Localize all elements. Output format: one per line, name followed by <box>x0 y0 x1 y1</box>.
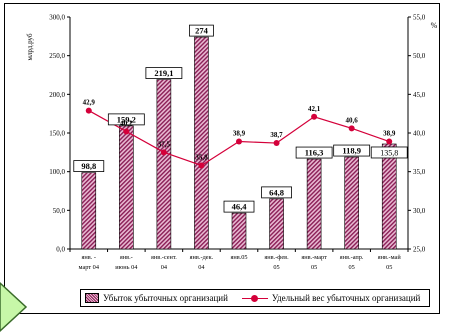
bar-data-label: 98,8 <box>81 161 96 171</box>
x-tick-label: 05 <box>386 264 392 271</box>
x-tick-label: янв.-март <box>301 254 327 261</box>
x-tick-label: июнь 04 <box>115 264 138 271</box>
legend-bar-label: Убыток убыточных организаций <box>103 293 228 303</box>
y-axis-right-label: % <box>431 21 438 30</box>
y-right-tick-label: 30,0 <box>413 207 426 215</box>
y-left-tick-label: 150,0 <box>49 130 65 138</box>
bar-data-label-box: 46,4 <box>223 200 255 213</box>
x-tick-label: 05 <box>311 264 317 271</box>
y-left-tick-label: 100,0 <box>49 168 65 176</box>
y-right-tick-label: 40,0 <box>413 130 426 138</box>
legend-line-swatch <box>241 294 268 303</box>
line-point <box>123 128 130 135</box>
bar-data-label: 46,4 <box>232 202 248 212</box>
line-point <box>311 113 318 120</box>
y-right-tick-label: 55,0 <box>413 14 426 22</box>
y-left-tick-label: 0,0 <box>56 246 65 254</box>
bar-data-label: 159,2 <box>117 114 136 124</box>
bar <box>194 36 209 250</box>
bar <box>344 156 359 250</box>
x-tick-label: 05 <box>273 264 279 271</box>
line-data-label: 38,9 <box>233 130 246 138</box>
bar-data-label-frame <box>145 67 183 79</box>
line-point <box>273 140 280 147</box>
y-right-tick-label: 50,0 <box>413 52 426 60</box>
y-left-tick-label: 300,0 <box>49 14 65 22</box>
y-right-tick-label: 35,0 <box>413 168 426 176</box>
x-tick-label: март 04 <box>79 264 100 271</box>
bar-data-label-box: 116,3 <box>295 146 333 159</box>
bar <box>269 198 284 250</box>
x-tick-label: янв.- <box>120 254 133 261</box>
line-data-label: 38,7 <box>270 131 283 139</box>
x-tick-label: янв.-фев. <box>264 254 289 261</box>
line-point <box>348 125 355 132</box>
bar-data-label: 64,8 <box>269 187 284 197</box>
line-data-label: 35,8 <box>195 153 208 161</box>
y-axis-left-label: млрд.руб <box>26 33 34 60</box>
bar-data-label-frame <box>370 146 408 159</box>
line-data-label: 37,5 <box>158 140 171 148</box>
x-tick-label: янв.05 <box>230 254 247 261</box>
x-tick-label: янв.-май <box>378 254 402 261</box>
legend-line-label: Удельный вес убыточных организаций <box>271 293 421 303</box>
line-data-label: 40,2 <box>120 119 133 127</box>
x-tick-label: янв.-дек. <box>190 254 214 261</box>
chart-frame <box>4 3 440 314</box>
bar-data-label: 118,9 <box>342 146 361 156</box>
line-point <box>386 138 393 145</box>
bar-data-label-frame <box>107 113 145 126</box>
y-left-tick-label: 250,0 <box>49 52 65 60</box>
legend-bar-swatch <box>85 293 99 303</box>
bar <box>81 172 97 250</box>
bar-data-label-box: 118,9 <box>333 144 371 157</box>
line-data-label: 38,9 <box>383 130 396 138</box>
bar-data-label: 116,3 <box>305 148 324 158</box>
x-tick-label: янв.-апр. <box>340 254 364 261</box>
y-left-tick-label: 200,0 <box>49 91 65 99</box>
bar <box>231 212 247 250</box>
bar <box>381 143 397 250</box>
bar <box>306 158 322 250</box>
bar-data-label-frame <box>189 24 214 37</box>
line-point <box>160 149 167 156</box>
bar-data-label-box: 159,2 <box>107 113 145 126</box>
legend: Убыток убыточных организаций Удельный ве… <box>80 289 430 307</box>
y-right-tick-label: 25,0 <box>413 246 426 254</box>
line-point <box>198 162 205 169</box>
x-tick-label: янв.-сент. <box>151 254 177 261</box>
line-point <box>85 107 92 114</box>
x-tick-label: 04 <box>161 264 168 271</box>
bar-data-label: 135,8 <box>380 148 398 157</box>
line-data-label: 42,1 <box>308 105 321 113</box>
bar-data-label-box: 135,8 <box>370 146 408 159</box>
line-data-label: 40,6 <box>346 116 359 124</box>
bar-data-label-frame <box>333 144 371 157</box>
bar-data-label-box: 219,1 <box>145 67 183 79</box>
bar-data-label-box: 274 <box>189 24 214 37</box>
bar-data-label-box: 98,8 <box>73 160 105 172</box>
arrow-shape <box>0 281 28 333</box>
bar-data-label-frame <box>261 186 292 199</box>
line-data-label: 42,9 <box>83 99 96 107</box>
bar-data-label-frame <box>295 146 333 159</box>
bar <box>156 79 172 250</box>
bar-data-label: 219,1 <box>154 68 173 78</box>
bar-data-label-frame <box>73 160 105 172</box>
x-tick-label: 04 <box>198 264 205 271</box>
bar-data-label-frame <box>223 200 255 213</box>
x-tick-label: 05 <box>349 264 355 271</box>
y-right-tick-label: 45,0 <box>413 91 426 99</box>
y-left-tick-label: 50,0 <box>53 207 66 215</box>
bar-data-label-box: 64,8 <box>261 186 292 199</box>
bar-data-label: 274 <box>195 26 209 36</box>
bar <box>119 125 134 250</box>
x-tick-label: янв. - <box>82 254 97 261</box>
line-point <box>236 138 242 145</box>
